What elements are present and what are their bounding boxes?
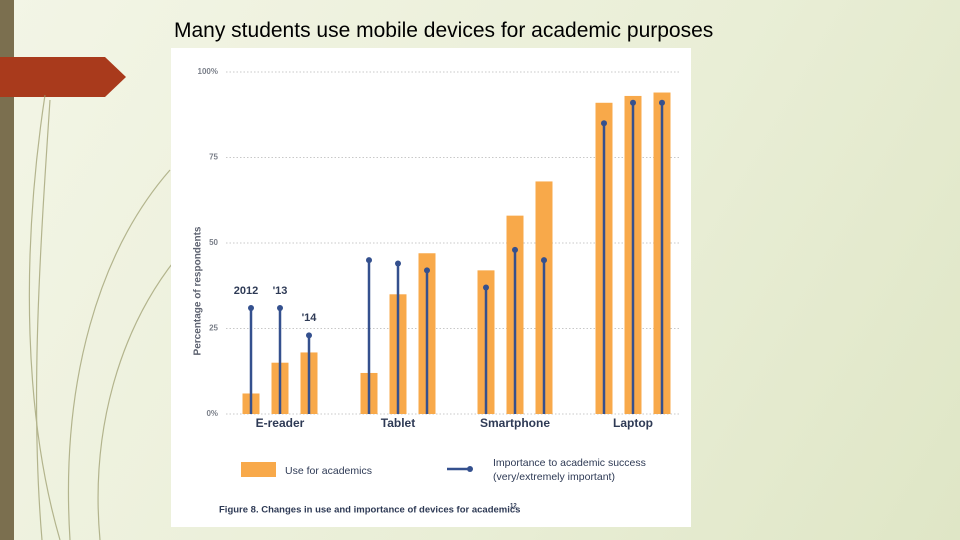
lollipop-dot [630,99,636,106]
legend-label: Use for academics [285,465,372,477]
y-axis-label: Percentage of respondents [193,226,204,355]
category-label: Smartphone [480,416,550,430]
lollipop-dot [483,284,489,291]
category-label: E-reader [256,416,305,430]
legend-swatch [241,462,276,477]
y-tick-label: 100% [198,67,218,76]
lollipop-dot [366,257,372,264]
caption: Figure 8. Changes in use and importance … [219,505,520,516]
title-arrow [0,57,126,97]
y-tick-label: 0% [206,409,218,418]
lollipop-dot [306,332,312,339]
y-tick-label: 25 [209,324,218,333]
slide-title: Many students use mobile devices for aca… [174,19,714,42]
category-label: Tablet [381,416,415,430]
lollipop-dot [601,120,607,127]
caption-note: 12 [510,504,517,510]
side-stripe [0,0,14,540]
year-label: '13 [273,285,288,297]
lollipop-dot [541,257,547,264]
lollipop-dot [248,304,254,311]
lollipop-dot [395,260,401,267]
category-label: Laptop [613,416,653,430]
decor-lines [28,94,176,540]
legend-swatch [467,466,473,472]
legend-label-box: Importance to academic success (very/ext… [493,457,646,483]
year-label: '14 [302,312,318,324]
y-tick-label: 50 [209,238,218,247]
year-label: 2012 [234,285,258,297]
lollipop-dot [277,304,283,311]
lollipop-dot [659,99,665,106]
legend-label: Importance to academic success (very/ext… [493,457,646,483]
y-tick-label: 75 [209,153,218,162]
lollipop-dot [424,267,430,274]
lollipop-dot [512,246,518,253]
chart: Percentage of respondents Figure 8. Chan… [171,48,691,527]
